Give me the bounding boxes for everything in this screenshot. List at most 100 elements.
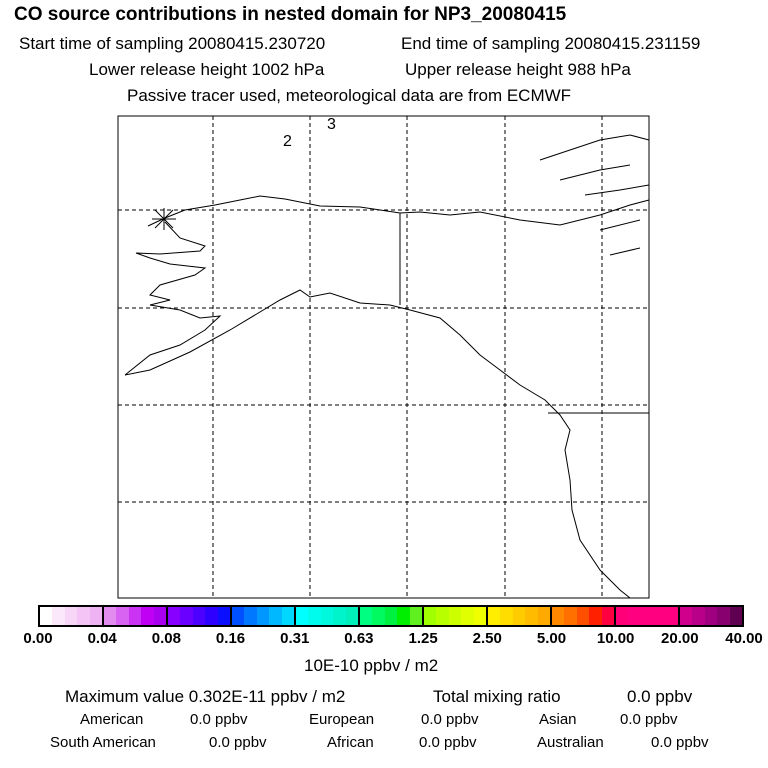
- map-label-3: 3: [327, 116, 336, 133]
- colorbar-swatch: [217, 607, 231, 625]
- colorbar-segment: [488, 607, 552, 625]
- colorbar-swatch: [473, 607, 487, 625]
- colorbar-swatch: [192, 607, 206, 625]
- colorbar-swatch: [564, 607, 577, 625]
- colorbar-swatch: [537, 607, 551, 625]
- colorbar-swatch: [384, 607, 398, 625]
- region-name: Asian: [539, 711, 577, 728]
- colorbar-segment: [168, 607, 232, 625]
- colorbar-swatch: [653, 607, 666, 625]
- colorbar-swatch: [628, 607, 641, 625]
- colorbar-swatch: [436, 607, 449, 625]
- colorbar-tick-label: 0.00: [23, 630, 53, 647]
- colorbar-swatch: [616, 607, 629, 625]
- colorbar-segment: [360, 607, 424, 625]
- colorbar-tick-label: 0.04: [87, 630, 117, 647]
- tracer-note: Passive tracer used, meteorological data…: [127, 86, 572, 105]
- region-value: 0.0 ppbv: [419, 734, 477, 751]
- colorbar-swatch: [320, 607, 334, 625]
- colorbar-swatch: [665, 607, 679, 625]
- upper-release-height: Upper release height 988 hPa: [405, 60, 631, 79]
- colorbar-swatch: [333, 607, 346, 625]
- colorbar-tick-label: 5.00: [536, 630, 567, 647]
- colorbar-tick-label: 10.00: [596, 630, 635, 647]
- region-value: 0.0 ppbv: [651, 734, 709, 751]
- colorbar-tick-label: 1.25: [408, 630, 438, 647]
- colorbar-swatch: [461, 607, 474, 625]
- colorbar-swatch: [281, 607, 295, 625]
- release-location-marker: [152, 208, 176, 230]
- colorbar-swatch: [141, 607, 154, 625]
- colorbar-swatch: [372, 607, 385, 625]
- region-value: 0.0 ppbv: [190, 711, 248, 728]
- colorbar-swatch: [409, 607, 423, 625]
- colorbar-swatch: [128, 607, 142, 625]
- colorbar-swatch: [153, 607, 167, 625]
- map: 2 3: [117, 115, 650, 599]
- colorbar-swatch: [692, 607, 705, 625]
- graticule: [118, 116, 649, 598]
- colorbar-swatch: [640, 607, 654, 625]
- colorbar-swatch: [488, 607, 501, 625]
- colorbar-swatch: [589, 607, 602, 625]
- region-name: American: [80, 711, 144, 728]
- colorbar-swatch: [40, 607, 53, 625]
- colorbar-segment: [424, 607, 488, 625]
- colorbar-swatch: [269, 607, 282, 625]
- colorbar-tick-label: 2.50: [472, 630, 502, 647]
- colorbar-segment: [232, 607, 296, 625]
- colorbar-units: 10E-10 ppbv / m2: [304, 656, 439, 675]
- colorbar-swatch: [500, 607, 513, 625]
- region-name: African: [327, 734, 374, 751]
- colorbar-swatch: [680, 607, 693, 625]
- colorbar-swatch: [552, 607, 565, 625]
- colorbar-swatch: [244, 607, 257, 625]
- colorbar-swatch: [168, 607, 181, 625]
- region-name: South American: [50, 734, 156, 751]
- colorbar-tick-label: 0.16: [215, 630, 246, 647]
- end-time: End time of sampling 20080415.231159: [401, 34, 701, 53]
- colorbar-swatch: [360, 607, 373, 625]
- region-name: Australian: [537, 734, 604, 751]
- colorbar-segment: [680, 607, 743, 625]
- colorbar-tick-label: 20.00: [661, 630, 699, 647]
- total-mixing-label: Total mixing ratio: [433, 687, 561, 706]
- colorbar-swatch: [717, 607, 730, 625]
- colorbar-swatch: [576, 607, 590, 625]
- colorbar-swatch: [512, 607, 526, 625]
- start-time: Start time of sampling 20080415.230720: [19, 34, 326, 53]
- lower-release-height: Lower release height 1002 hPa: [89, 60, 325, 79]
- colorbar-swatch: [729, 607, 743, 625]
- colorbar-swatch: [116, 607, 129, 625]
- colorbar-swatch: [296, 607, 309, 625]
- colorbar-tick-label: 0.31: [280, 630, 310, 647]
- colorbar-segment: [552, 607, 616, 625]
- colorbar-segment: [616, 607, 680, 625]
- colorbar-swatch: [397, 607, 410, 625]
- colorbar-swatch: [232, 607, 245, 625]
- colorbar-swatch: [180, 607, 193, 625]
- colorbar-tick-label: 0.63: [344, 630, 374, 647]
- colorbar-swatch: [424, 607, 437, 625]
- colorbar-swatch: [601, 607, 615, 625]
- region-name: European: [309, 711, 375, 728]
- colorbar-swatch: [77, 607, 90, 625]
- coastlines: [124, 134, 650, 599]
- colorbar: [38, 605, 744, 627]
- colorbar-swatch: [256, 607, 270, 625]
- colorbar-swatch: [52, 607, 65, 625]
- plot-title: CO source contributions in nested domain…: [14, 4, 567, 25]
- max-value: Maximum value 0.302E-11 ppbv / m2: [65, 687, 346, 706]
- colorbar-tick-label: 0.08: [151, 630, 181, 647]
- colorbar-swatch: [308, 607, 321, 625]
- map-frame: [117, 115, 650, 599]
- map-label-2: 2: [283, 133, 292, 150]
- region-value: 0.0 ppbv: [620, 711, 678, 728]
- colorbar-segment: [40, 607, 104, 625]
- region-value: 0.0 ppbv: [421, 711, 479, 728]
- colorbar-swatch: [104, 607, 117, 625]
- total-mixing-value: 0.0 ppbv: [627, 687, 693, 706]
- colorbar-swatch: [704, 607, 718, 625]
- colorbar-tick-label: 40.00: [725, 630, 763, 647]
